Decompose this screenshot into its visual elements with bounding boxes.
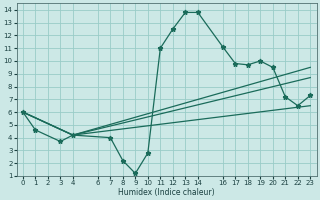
X-axis label: Humidex (Indice chaleur): Humidex (Indice chaleur) [118, 188, 215, 197]
